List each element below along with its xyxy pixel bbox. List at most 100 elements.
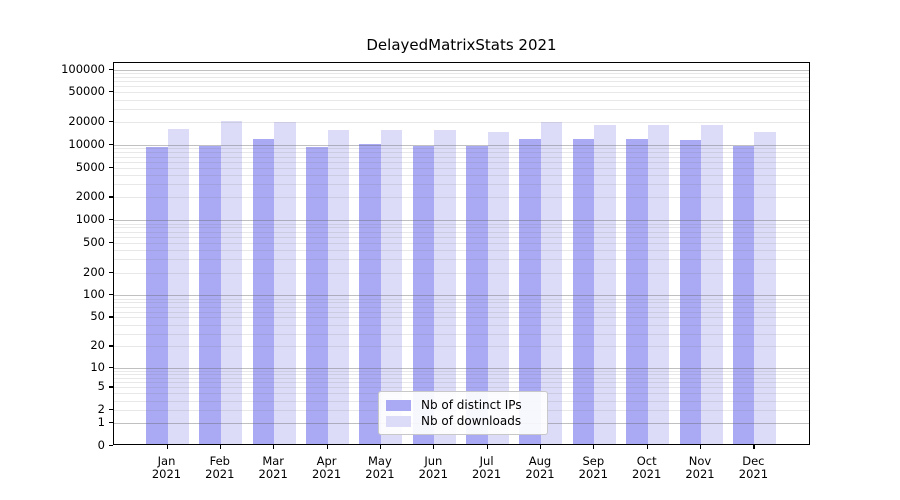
x-tick-jan	[166, 445, 168, 449]
x-tick-jul	[486, 445, 488, 449]
bar-nb-of-downloads-oct	[647, 124, 670, 444]
y-tick-label-100: 100	[83, 287, 105, 302]
y-tick-200	[109, 271, 113, 273]
bar-nb-of-downloads-sep	[594, 124, 616, 444]
y-tick-label-500: 500	[83, 234, 105, 249]
gridline-500	[114, 242, 809, 244]
gridline-100	[114, 295, 809, 297]
legend-entry-distinct-ips: Nb of distinct IPs	[386, 397, 538, 413]
y-tick-label-0: 0	[97, 438, 105, 452]
gridline-80000	[114, 76, 809, 78]
x-tick-year: 2021	[205, 467, 235, 481]
gridline-70	[114, 306, 809, 308]
bar-nb-of-downloads-jan	[167, 128, 189, 444]
bar-nb-of-downloads-mar	[274, 122, 296, 444]
gridline-700	[114, 231, 809, 233]
gridline-300	[114, 259, 809, 261]
x-tick-month: Sep	[582, 454, 605, 468]
bar-nb-of-distinct-ips-oct	[626, 138, 648, 444]
bar-nb-of-distinct-ips-may	[359, 144, 381, 444]
bar-nb-of-distinct-ips-jan	[146, 146, 168, 444]
x-tick-year: 2021	[258, 467, 288, 481]
x-tick-oct	[646, 445, 648, 449]
bar-nb-of-downloads-dec	[754, 132, 776, 444]
y-tick-10000	[109, 143, 113, 145]
y-tick-label-2: 2	[97, 402, 105, 417]
y-tick-label-10000: 10000	[68, 136, 105, 151]
gridline-30	[114, 333, 809, 335]
y-tick-100000	[109, 68, 113, 70]
x-tick-year: 2021	[418, 467, 448, 481]
y-tick-2	[109, 409, 113, 411]
gridline-40	[114, 324, 809, 326]
x-tick-sep	[593, 445, 595, 449]
x-tick-year: 2021	[738, 467, 769, 481]
x-tick-apr	[326, 445, 328, 449]
gridline-800	[114, 227, 809, 229]
y-tick-1	[109, 422, 113, 424]
x-tick-year: 2021	[578, 467, 608, 481]
bar-nb-of-distinct-ips-sep	[572, 139, 595, 444]
y-tick-label-1: 1	[97, 415, 105, 430]
y-tick-label-20000: 20000	[68, 114, 105, 129]
x-tick-label-may: May 2021	[350, 455, 410, 481]
gridline-40000	[114, 99, 809, 101]
x-tick-nov	[700, 445, 702, 449]
bar-nb-of-distinct-ips-dec	[732, 146, 755, 444]
x-tick-aug	[540, 445, 542, 449]
y-tick-5	[109, 386, 113, 388]
gridline-20000	[114, 122, 809, 124]
y-tick-50	[109, 316, 113, 318]
x-tick-month: Oct	[636, 454, 657, 468]
y-tick-500	[109, 241, 113, 243]
bar-nb-of-downloads-may	[380, 129, 403, 444]
gridline-3000	[114, 184, 809, 186]
gridline-8	[114, 374, 809, 376]
gridline-5	[114, 387, 809, 389]
x-tick-label-nov: Nov 2021	[670, 455, 730, 481]
x-tick-year: 2021	[632, 467, 662, 481]
gridline-8000	[114, 152, 809, 154]
x-tick-label-jun: Jun 2021	[403, 455, 463, 481]
gridline-200	[114, 272, 809, 274]
x-tick-label-oct: Oct 2021	[617, 455, 677, 481]
gridline-900	[114, 223, 809, 225]
bar-nb-of-downloads-feb	[220, 121, 243, 444]
gridline-60	[114, 311, 809, 313]
y-tick-20000	[109, 121, 113, 123]
gridline-10000	[114, 144, 809, 146]
gridline-80	[114, 302, 809, 304]
gridline-70000	[114, 81, 809, 83]
bar-nb-of-downloads-apr	[327, 129, 350, 444]
x-tick-year: 2021	[311, 467, 342, 481]
x-tick-month: Jun	[424, 454, 443, 468]
gridline-10	[114, 367, 809, 369]
x-tick-label-sep: Sep 2021	[563, 455, 623, 481]
bar-nb-of-distinct-ips-feb	[199, 145, 221, 444]
x-tick-month: Apr	[316, 454, 337, 468]
gridline-4000	[114, 174, 809, 176]
gridline-1000	[114, 220, 809, 222]
y-tick-1000	[109, 219, 113, 221]
x-tick-month: Jan	[157, 454, 176, 468]
gridline-7	[114, 378, 809, 379]
x-tick-month: Dec	[742, 454, 765, 468]
x-tick-year: 2021	[151, 467, 182, 481]
y-tick-0	[109, 445, 113, 447]
y-tick-label-1000: 1000	[75, 212, 105, 227]
x-tick-month: Aug	[528, 454, 552, 468]
y-tick-100	[109, 294, 113, 296]
x-tick-year: 2021	[365, 467, 395, 481]
x-tick-year: 2021	[525, 467, 555, 481]
x-tick-label-jul: Jul 2021	[457, 455, 517, 481]
gridline-6000	[114, 161, 809, 163]
gridline-9	[114, 370, 809, 372]
bar-nb-of-distinct-ips-mar	[252, 138, 275, 444]
x-tick-year: 2021	[471, 467, 502, 481]
gridline-50000	[114, 92, 809, 94]
gridline-50	[114, 317, 809, 319]
x-tick-month: Feb	[209, 454, 230, 468]
gridline-60000	[114, 86, 809, 88]
y-tick-20	[109, 345, 113, 347]
